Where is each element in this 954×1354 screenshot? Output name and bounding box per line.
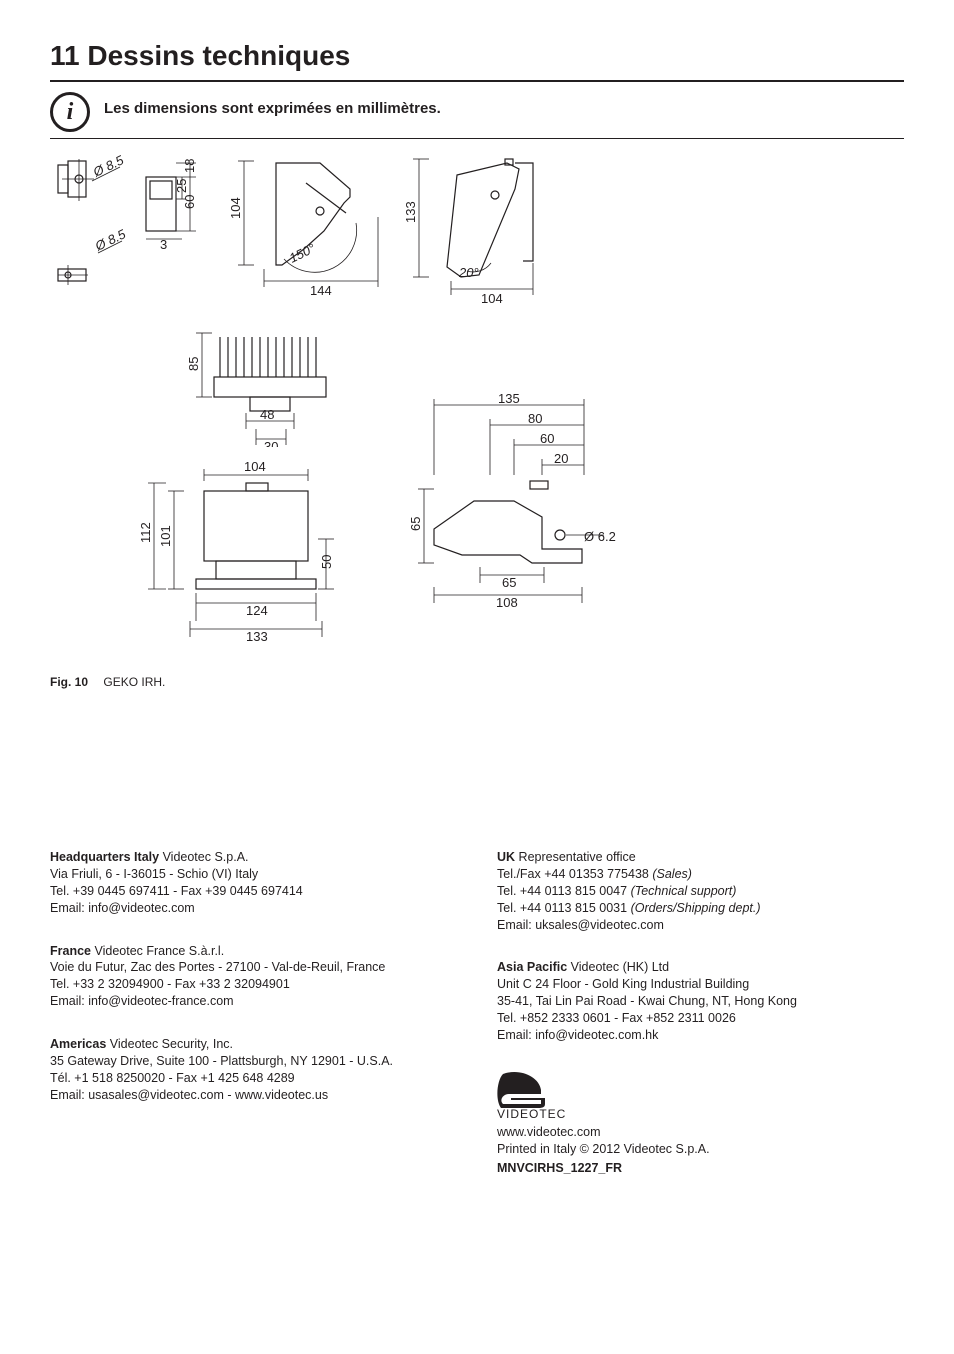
fr-email: Email: info@videotec-france.com bbox=[50, 993, 457, 1010]
uk-l3a: Tel. +44 0113 815 0031 bbox=[497, 901, 631, 915]
uk-l2b: (Technical support) bbox=[631, 884, 737, 898]
dim-dia-bot: Ø 8.5 bbox=[92, 226, 129, 254]
am-email: Email: usasales@videotec.com - www.video… bbox=[50, 1087, 457, 1104]
uk-l1b: (Sales) bbox=[652, 867, 692, 881]
dim-d6-t3: 60 bbox=[540, 431, 554, 446]
ap-l4: Email: info@videotec.com.hk bbox=[497, 1027, 904, 1044]
drawings-row-1: Ø 8.5 18 60 25 3 Ø bbox=[50, 153, 904, 313]
am-company: Videotec Security, Inc. bbox=[110, 1037, 233, 1051]
footer-block: VIDEOTEC www.videotec.com Printed in Ita… bbox=[497, 1070, 904, 1177]
ap-loc: Asia Pacific bbox=[497, 960, 567, 974]
uk-l2a: Tel. +44 0113 815 0047 bbox=[497, 884, 631, 898]
dim-dia-top: Ø 8.5 bbox=[90, 153, 127, 180]
hq-loc: Headquarters Italy bbox=[50, 850, 159, 864]
drawing-bracket: Ø 8.5 18 60 25 3 Ø bbox=[50, 153, 220, 313]
drawing-angle-150: 104 150° 144 bbox=[224, 153, 394, 313]
dim-d6-dia: Ø 6.2 bbox=[584, 529, 616, 544]
rule-heavy bbox=[50, 80, 904, 82]
logo-text: VIDEOTEC bbox=[497, 1107, 566, 1120]
footer-url: www.videotec.com bbox=[497, 1124, 904, 1141]
am-addr: 35 Gateway Drive, Suite 100 - Plattsburg… bbox=[50, 1053, 457, 1070]
dim-d6-h: 65 bbox=[408, 517, 423, 531]
dim-d6-b2: 108 bbox=[496, 595, 518, 610]
dim-d5-b1: 124 bbox=[246, 603, 268, 618]
rule-light bbox=[50, 138, 904, 139]
contacts-section: Headquarters Italy Videotec S.p.A. Via F… bbox=[50, 849, 904, 1176]
dim-d6-t2: 80 bbox=[528, 411, 542, 426]
info-note: i Les dimensions sont exprimées en milli… bbox=[50, 92, 904, 132]
contacts-col-left: Headquarters Italy Videotec S.p.A. Via F… bbox=[50, 849, 457, 1176]
contact-hq: Headquarters Italy Videotec S.p.A. Via F… bbox=[50, 849, 457, 917]
contact-am: Americas Videotec Security, Inc. 35 Gate… bbox=[50, 1036, 457, 1104]
fr-company: Videotec France S.à.r.l. bbox=[94, 944, 224, 958]
dim-d4-h: 85 bbox=[186, 357, 201, 371]
dim-d6-t4: 20 bbox=[554, 451, 568, 466]
ap-l2: 35-41, Tai Lin Pai Road - Kwai Chung, NT… bbox=[497, 993, 904, 1010]
dim-d1-b: 60 bbox=[182, 195, 197, 209]
dim-d3-w: 104 bbox=[481, 291, 503, 306]
ap-l3: Tel. +852 2333 0601 - Fax +852 2311 0026 bbox=[497, 1010, 904, 1027]
dim-d1-c: 25 bbox=[174, 179, 189, 193]
fr-tel: Tel. +33 2 32094900 - Fax +33 2 32094901 bbox=[50, 976, 457, 993]
am-loc: Americas bbox=[50, 1037, 106, 1051]
fr-addr: Voie du Futur, Zac des Portes - 27100 - … bbox=[50, 959, 457, 976]
dim-d5-w: 104 bbox=[244, 461, 266, 474]
dim-d5-h2: 101 bbox=[158, 525, 173, 547]
ap-l1: Unit C 24 Floor - Gold King Industrial B… bbox=[497, 976, 904, 993]
dim-d2-w: 144 bbox=[310, 283, 332, 298]
info-text: Les dimensions sont exprimées en millimè… bbox=[104, 92, 441, 117]
hq-addr: Via Friuli, 6 - I-36015 - Schio (VI) Ita… bbox=[50, 866, 457, 883]
dim-d4-a: 48 bbox=[260, 407, 274, 422]
hq-email: Email: info@videotec.com bbox=[50, 900, 457, 917]
dim-d6-b1: 65 bbox=[502, 575, 516, 590]
logo-icon: VIDEOTEC bbox=[497, 1070, 587, 1120]
drawing-mount-side: 135 80 60 20 Ø 6.2 65 bbox=[394, 381, 644, 661]
figure-number: Fig. 10 bbox=[50, 675, 88, 689]
dim-d5-h3: 50 bbox=[319, 555, 334, 569]
drawings-row-3: 104 112 101 50 124 bbox=[50, 461, 904, 661]
fr-loc: France bbox=[50, 944, 91, 958]
hq-company: Videotec S.p.A. bbox=[163, 850, 249, 864]
info-icon: i bbox=[50, 92, 90, 132]
dim-d5-h1: 112 bbox=[138, 522, 153, 543]
am-tel: Tél. +1 518 8250020 - Fax +1 425 648 428… bbox=[50, 1070, 457, 1087]
drawing-mount-front: 104 112 101 50 124 bbox=[120, 461, 390, 661]
drawing-angle-20: 133 20° 104 bbox=[399, 153, 569, 313]
footer-docid: MNVCIRHS_1227_FR bbox=[497, 1160, 904, 1177]
figure-name: GEKO IRH. bbox=[103, 675, 165, 689]
section-title: 11 Dessins techniques bbox=[50, 40, 904, 72]
figure-caption: Fig. 10 GEKO IRH. bbox=[50, 675, 904, 689]
uk-l3b: (Orders/Shipping dept.) bbox=[631, 901, 761, 915]
dim-d3-ang: 20° bbox=[458, 265, 479, 280]
contact-fr: France Videotec France S.à.r.l. Voie du … bbox=[50, 943, 457, 1011]
dim-d3-h: 133 bbox=[403, 201, 418, 223]
footer-print: Printed in Italy © 2012 Videotec S.p.A. bbox=[497, 1141, 904, 1158]
dim-d1-h: 18 bbox=[182, 159, 197, 173]
uk-l1a: Tel./Fax +44 01353 775438 bbox=[497, 867, 652, 881]
uk-loc: UK bbox=[497, 850, 515, 864]
drawing-heatsink: 85 48 30 bbox=[170, 327, 390, 447]
contact-ap: Asia Pacific Videotec (HK) Ltd Unit C 24… bbox=[497, 959, 904, 1043]
dim-d2-h: 104 bbox=[228, 197, 243, 219]
dim-d2-ang: 150° bbox=[287, 240, 318, 265]
hq-tel: Tel. +39 0445 697411 - Fax +39 0445 6974… bbox=[50, 883, 457, 900]
uk-company: Representative office bbox=[519, 850, 636, 864]
dim-d6-t1: 135 bbox=[498, 391, 520, 406]
dim-d5-b2: 133 bbox=[246, 629, 268, 644]
dim-d1-t: 3 bbox=[160, 237, 167, 252]
contact-uk: UK Representative office Tel./Fax +44 01… bbox=[497, 849, 904, 933]
contacts-col-right: UK Representative office Tel./Fax +44 01… bbox=[497, 849, 904, 1176]
ap-company: Videotec (HK) Ltd bbox=[571, 960, 669, 974]
uk-email: Email: uksales@videotec.com bbox=[497, 917, 904, 934]
dim-d4-b: 30 bbox=[264, 439, 278, 447]
